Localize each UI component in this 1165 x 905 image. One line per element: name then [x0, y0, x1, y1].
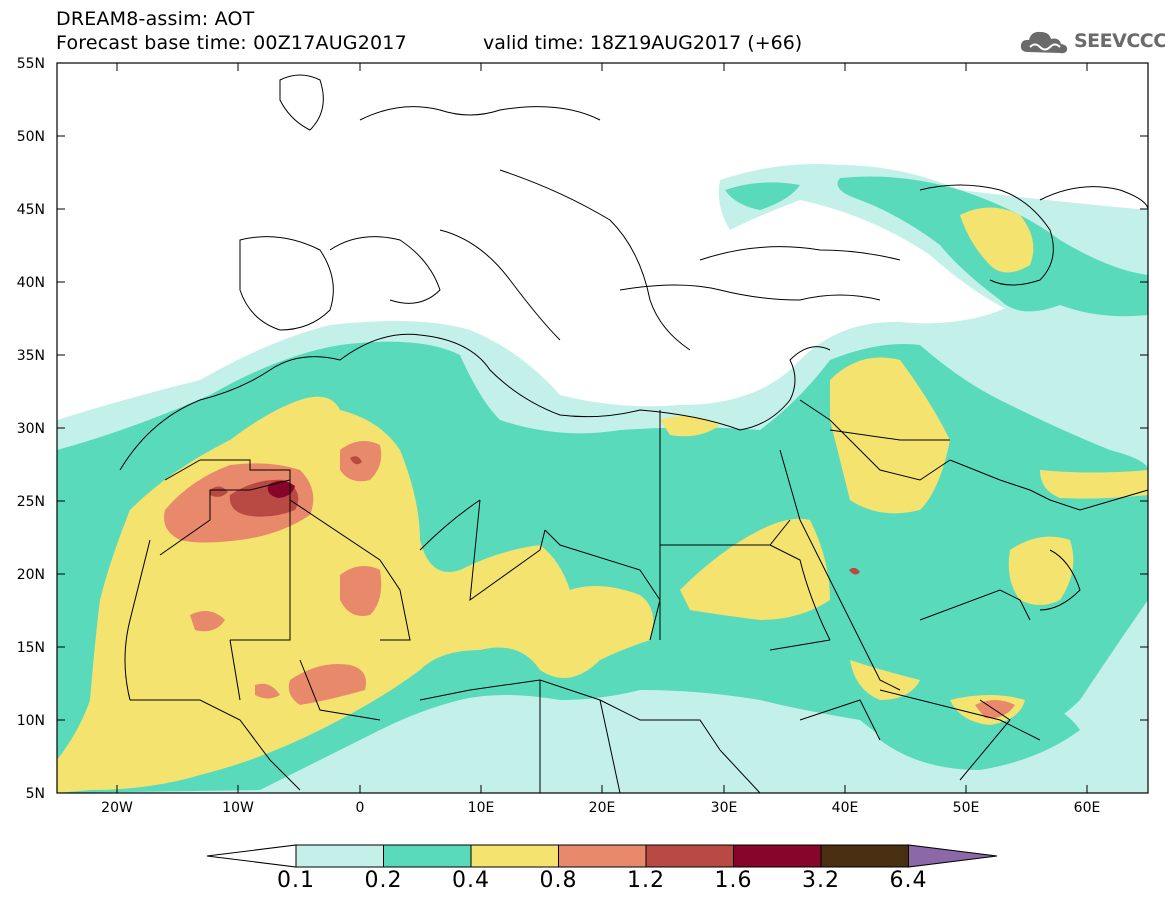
lon-label: 10E: [468, 800, 495, 816]
lon-label: 10W: [222, 800, 254, 816]
lat-label: 25N: [17, 494, 45, 510]
colorbar-label: 0.1: [277, 868, 315, 893]
seevccc-logo: SEEVCCC: [1018, 26, 1165, 58]
colorbar-segment: [645, 844, 734, 868]
lat-label: 5N: [26, 786, 45, 802]
lon-label: 40E: [832, 800, 859, 816]
colorbar-segment: [295, 844, 384, 868]
logo-text: SEEVCCC: [1074, 30, 1165, 52]
colorbar-under-arrow: [206, 844, 297, 868]
colorbar-over-arrow: [908, 844, 998, 868]
lon-label: 20E: [589, 800, 616, 816]
lon-label: 60E: [1074, 800, 1101, 816]
lon-label: 20W: [101, 800, 133, 816]
lat-label: 45N: [17, 202, 45, 218]
valid-time: valid time: 18Z19AUG2017 (+66): [483, 32, 803, 54]
aot-fields: [57, 164, 1148, 793]
forecast-base-time: Forecast base time: 00Z17AUG2017: [56, 32, 407, 54]
colorbar-segment: [383, 844, 472, 868]
lat-label: 35N: [17, 348, 45, 364]
longitude-labels: 20W 10W 0 10E 20E 30E 40E 50E 60E: [101, 800, 1100, 816]
colorbar-segment: [820, 844, 909, 868]
lat-label: 30N: [17, 421, 45, 437]
colorbar-label: 0.4: [452, 868, 490, 893]
lon-label: 50E: [953, 800, 980, 816]
lat-label: 50N: [17, 129, 45, 145]
lat-label: 40N: [17, 275, 45, 291]
latitude-axis: [57, 62, 1148, 721]
cloud-icon: [1020, 31, 1068, 54]
lat-label: 15N: [17, 640, 45, 656]
colorbar-segment: [733, 844, 822, 868]
latitude-labels: 55N 50N 45N 40N 35N 30N 25N 20N 15N 10N …: [17, 56, 45, 802]
colorbar-segment: [470, 844, 559, 868]
colorbar-segment: [558, 844, 647, 868]
lat-label: 55N: [17, 56, 45, 72]
longitude-axis: [116, 63, 1088, 793]
aot-band-1-6: [267, 480, 295, 498]
lat-label: 20N: [17, 567, 45, 583]
colorbar-label: 0.8: [539, 868, 578, 893]
colorbar: [206, 844, 998, 868]
country-borders: [57, 63, 1148, 793]
lon-label: 0: [356, 800, 365, 816]
colorbar-label: 1.6: [714, 868, 753, 893]
colorbar-label: 1.2: [627, 868, 665, 893]
lat-label: 10N: [17, 713, 45, 729]
colorbar-label: 0.2: [364, 868, 403, 893]
colorbar-label: 3.2: [802, 868, 840, 893]
lon-label: 30E: [711, 800, 738, 816]
map-title: DREAM8-assim: AOT: [56, 8, 255, 30]
colorbar-label: 6.4: [889, 868, 928, 893]
